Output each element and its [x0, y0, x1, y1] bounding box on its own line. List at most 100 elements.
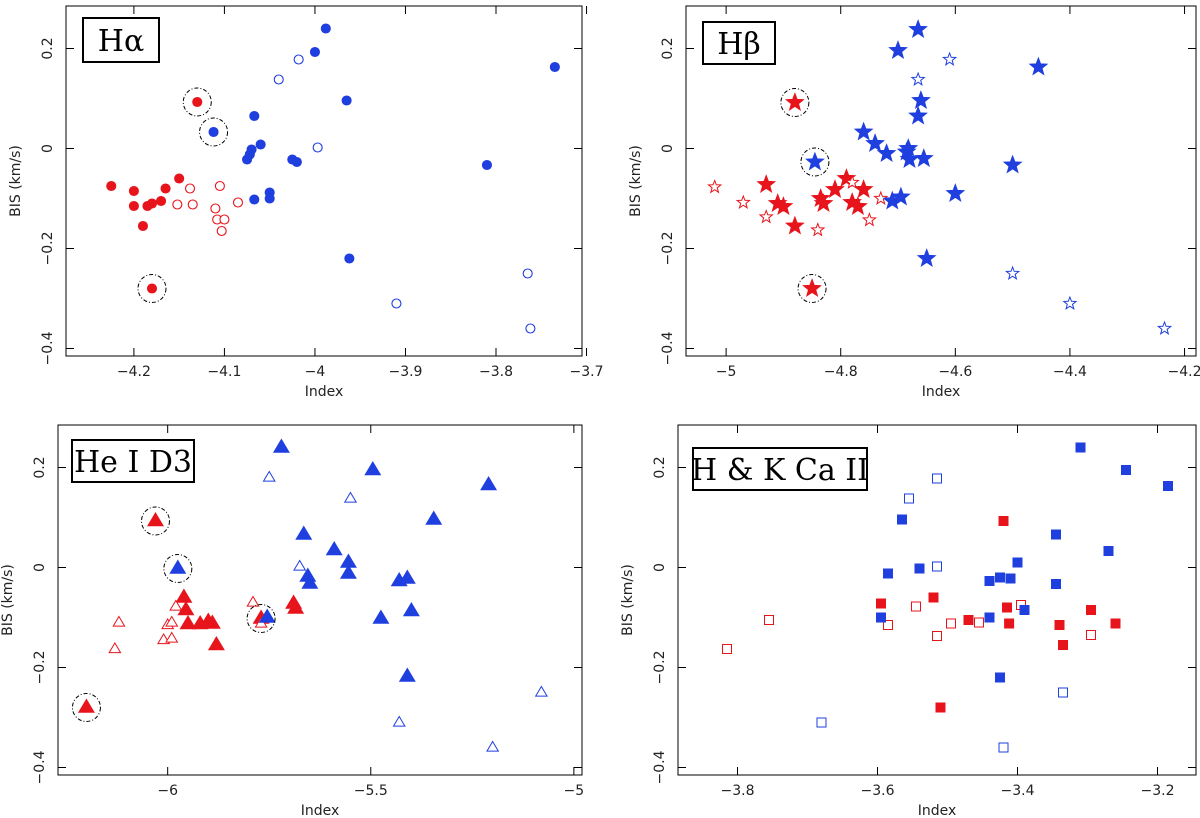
blue-filled-square-point	[984, 576, 995, 586]
blue-filled-circle-point	[320, 23, 331, 34]
highlight-ring	[137, 274, 167, 303]
red-open-star-point	[758, 209, 774, 224]
x-tick-label: −4.2	[1168, 364, 1200, 380]
red-open-star-point	[873, 190, 889, 205]
red-open-square-point	[946, 618, 956, 629]
blue-filled-circle-point	[344, 253, 355, 264]
blue-open-triangle-point	[392, 715, 406, 727]
y-axis-label: BIS (km/s)	[628, 145, 644, 217]
highlight-ring	[163, 554, 193, 583]
red-filled-triangle-point	[77, 698, 95, 713]
blue-filled-square-point	[1005, 573, 1016, 584]
red-filled-square-point	[1054, 620, 1065, 630]
blue-open-square-point	[932, 561, 942, 572]
blue-filled-triangle-point	[169, 559, 187, 574]
highlight-ring	[797, 274, 827, 303]
red-open-triangle-point	[169, 599, 183, 611]
red-open-triangle-point	[108, 642, 122, 654]
blue-open-square-point	[1058, 687, 1068, 698]
red-filled-star-point	[836, 168, 857, 187]
highlight-ring	[246, 604, 276, 633]
panel-title: Hα	[98, 24, 144, 59]
blue-filled-square-point	[883, 568, 893, 579]
plot-area: −6 −5.5 −5 −0.4 −0.2 0 0.2 Index BIS (km/s)	[0, 424, 584, 818]
blue-open-triangle-point	[343, 491, 358, 503]
blue-filled-star-point	[1028, 56, 1049, 76]
red-open-triangle-point	[246, 595, 260, 607]
title-box	[82, 17, 160, 63]
red-open-star-point	[707, 179, 723, 194]
blue-filled-circle-point	[291, 156, 302, 168]
blue-open-square-point	[904, 493, 914, 504]
blue-filled-triangle-point	[402, 602, 420, 617]
blue-open-circle-point	[312, 142, 323, 153]
panel-hbeta: Hβ	[702, 21, 776, 65]
red-filled-circle-point	[106, 180, 117, 192]
panel-halpha: Hα	[82, 17, 160, 63]
blue-filled-triangle-point	[301, 574, 319, 589]
blue-open-star-point	[910, 71, 926, 86]
x-tick-label: −4	[305, 364, 326, 380]
blue-open-triangle-point	[486, 740, 500, 752]
red-filled-star-point	[848, 196, 868, 215]
blue-filled-square-point	[897, 514, 907, 525]
blue-filled-circle-point	[249, 194, 260, 205]
x-tick-label: −4.6	[938, 364, 972, 380]
panel-title: Hβ	[717, 27, 761, 62]
blue-open-triangle-point	[293, 559, 307, 571]
blue-filled-star-point	[1002, 154, 1023, 174]
y-tick-label: 0	[652, 563, 668, 572]
blue-filled-triangle-point	[372, 609, 390, 624]
blue-filled-square-point	[876, 612, 886, 623]
title-box	[71, 439, 195, 483]
panel-hk-ca-ii: H & K Ca II	[691, 447, 869, 491]
x-axis-label: Index	[922, 384, 961, 400]
plot-area: −4.2 −4.1 −4 −3.9 −3.8 −3.7 −0.4 −0.2 0 0.2 Index B…	[8, 5, 604, 400]
red-filled-triangle-point	[207, 636, 225, 651]
x-tick-label: −5.5	[354, 783, 388, 799]
red-open-square-point	[974, 617, 984, 628]
blue-filled-circle-point	[246, 144, 257, 155]
y-tick-label: −0.4	[660, 331, 676, 365]
blue-open-star-point	[1156, 320, 1173, 335]
panel-he-i-d3: He I D3	[71, 439, 195, 483]
red-filled-star-point	[784, 215, 805, 235]
blue-filled-circle-point	[309, 46, 320, 58]
red-filled-star-point	[825, 179, 845, 198]
blue-filled-star-point	[911, 90, 931, 109]
red-filled-circle-point	[137, 220, 148, 232]
red-open-star-point	[861, 212, 877, 227]
x-tick-label: −3.8	[721, 783, 755, 799]
red-open-triangle-point	[165, 631, 179, 643]
blue-filled-circle-point	[481, 159, 492, 171]
x-tick-label: −3.4	[1001, 783, 1035, 799]
title-box	[702, 21, 776, 65]
y-tick-label: 0.2	[32, 456, 48, 478]
x-axis-label: Index	[305, 384, 344, 400]
blue-filled-triangle-point	[339, 553, 357, 568]
panel-title: He I D3	[74, 445, 192, 480]
red-open-star-point	[844, 174, 860, 189]
x-tick-label: −4.4	[1053, 364, 1087, 380]
blue-filled-triangle-point	[480, 476, 498, 491]
red-filled-star-point	[802, 278, 822, 297]
blue-filled-triangle-point	[398, 569, 416, 584]
blue-filled-star-point	[908, 19, 928, 38]
panel-title: H & K Ca II	[691, 453, 869, 488]
red-filled-circle-point	[160, 183, 171, 194]
x-tick-label: −4.8	[824, 364, 858, 380]
y-axis-label: BIS (km/s)	[0, 564, 16, 636]
highlight-ring	[182, 87, 212, 117]
red-open-square-point	[932, 631, 942, 641]
red-open-star-point	[810, 222, 826, 237]
red-filled-square-point	[1058, 640, 1068, 650]
blue-filled-star-point	[888, 40, 908, 59]
blue-filled-square-point	[1019, 605, 1030, 615]
y-tick-label: 0.2	[40, 37, 56, 59]
highlight-ring	[71, 693, 101, 722]
blue-open-circle-point	[293, 54, 304, 65]
red-filled-square-point	[998, 516, 1009, 526]
y-tick-label: 0	[40, 144, 56, 153]
red-filled-square-point	[876, 598, 886, 609]
